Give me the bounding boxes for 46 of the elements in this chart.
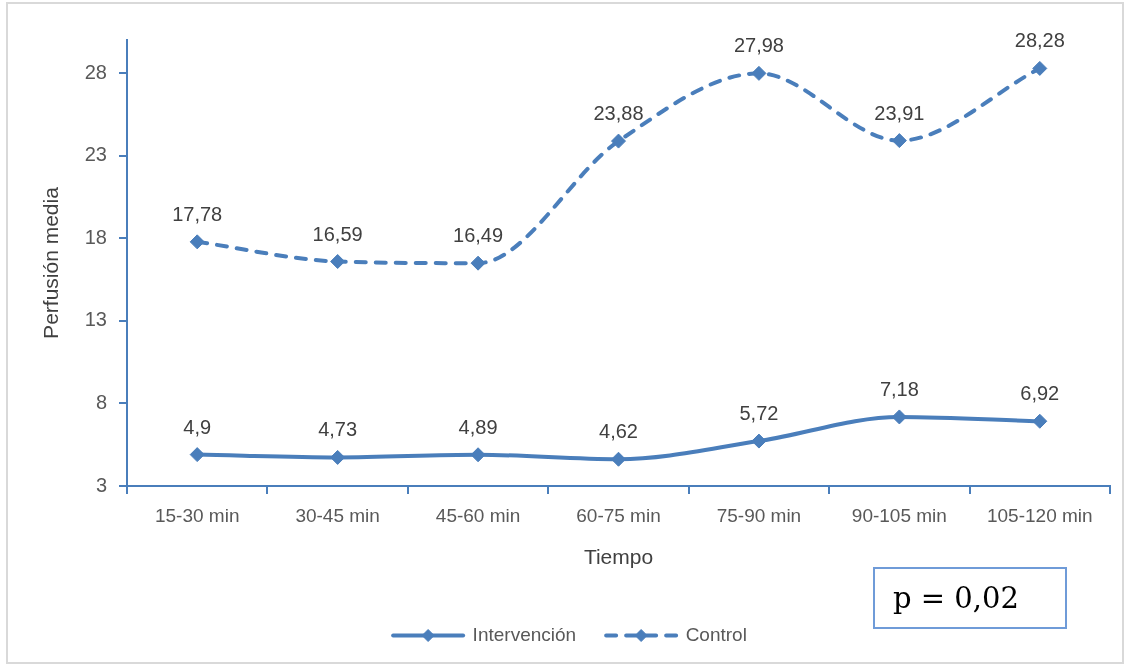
text: p = 0,02: [873, 567, 1067, 629]
point: [751, 65, 767, 81]
data-label: 4,73: [318, 418, 358, 441]
point: [1032, 60, 1048, 76]
data-label: 27,98: [733, 34, 784, 57]
legend-label: Intervención: [472, 623, 577, 645]
point: [470, 447, 486, 463]
x-tick-label: 105-120 min: [986, 504, 1093, 526]
x-tick-label: 90-105 min: [851, 504, 947, 526]
x-tick-label: 75-90 min: [716, 504, 802, 526]
data-label: 23,88: [593, 102, 644, 125]
x-axis-title: Tiempo: [583, 545, 654, 569]
x-tick-label: 30-45 min: [295, 504, 380, 526]
point: [189, 447, 205, 463]
data-label: 17,78: [172, 202, 223, 225]
point: [330, 254, 346, 270]
point: [611, 133, 626, 149]
y-tick-label: 3: [95, 473, 107, 496]
data-label: 16,49: [453, 224, 504, 247]
point: [1032, 413, 1048, 429]
data-label: 28,28: [1014, 29, 1065, 52]
point: [189, 234, 205, 250]
data-label: 4,9: [183, 415, 212, 438]
data-label: 7,18: [879, 377, 919, 400]
data-label: 4,62: [599, 420, 638, 443]
data-label: 23,91: [874, 101, 925, 124]
data-label: 4,89: [458, 415, 498, 438]
data-label: 5,72: [739, 402, 779, 425]
data-label: 16,59: [312, 222, 363, 245]
y-tick-label: 8: [95, 390, 107, 413]
point: [751, 433, 767, 449]
x-tick-label: 45-60 min: [435, 504, 521, 526]
point: [891, 409, 907, 425]
point: [470, 255, 486, 271]
y-tick-label: 23: [84, 143, 107, 166]
legend-label: Control: [685, 623, 747, 645]
y-tick-label: 13: [84, 308, 107, 331]
y-tick-label: 28: [84, 60, 107, 83]
point: [611, 451, 626, 467]
x-tick-label: 60-75 min: [576, 504, 661, 526]
y-tick-label: 18: [84, 225, 107, 248]
point: [891, 133, 907, 149]
point: [330, 449, 346, 465]
x-tick-label: 15-30 min: [154, 504, 240, 526]
data-label: 6,92: [1020, 382, 1060, 405]
y-axis-title: Perfusión media: [39, 186, 63, 339]
